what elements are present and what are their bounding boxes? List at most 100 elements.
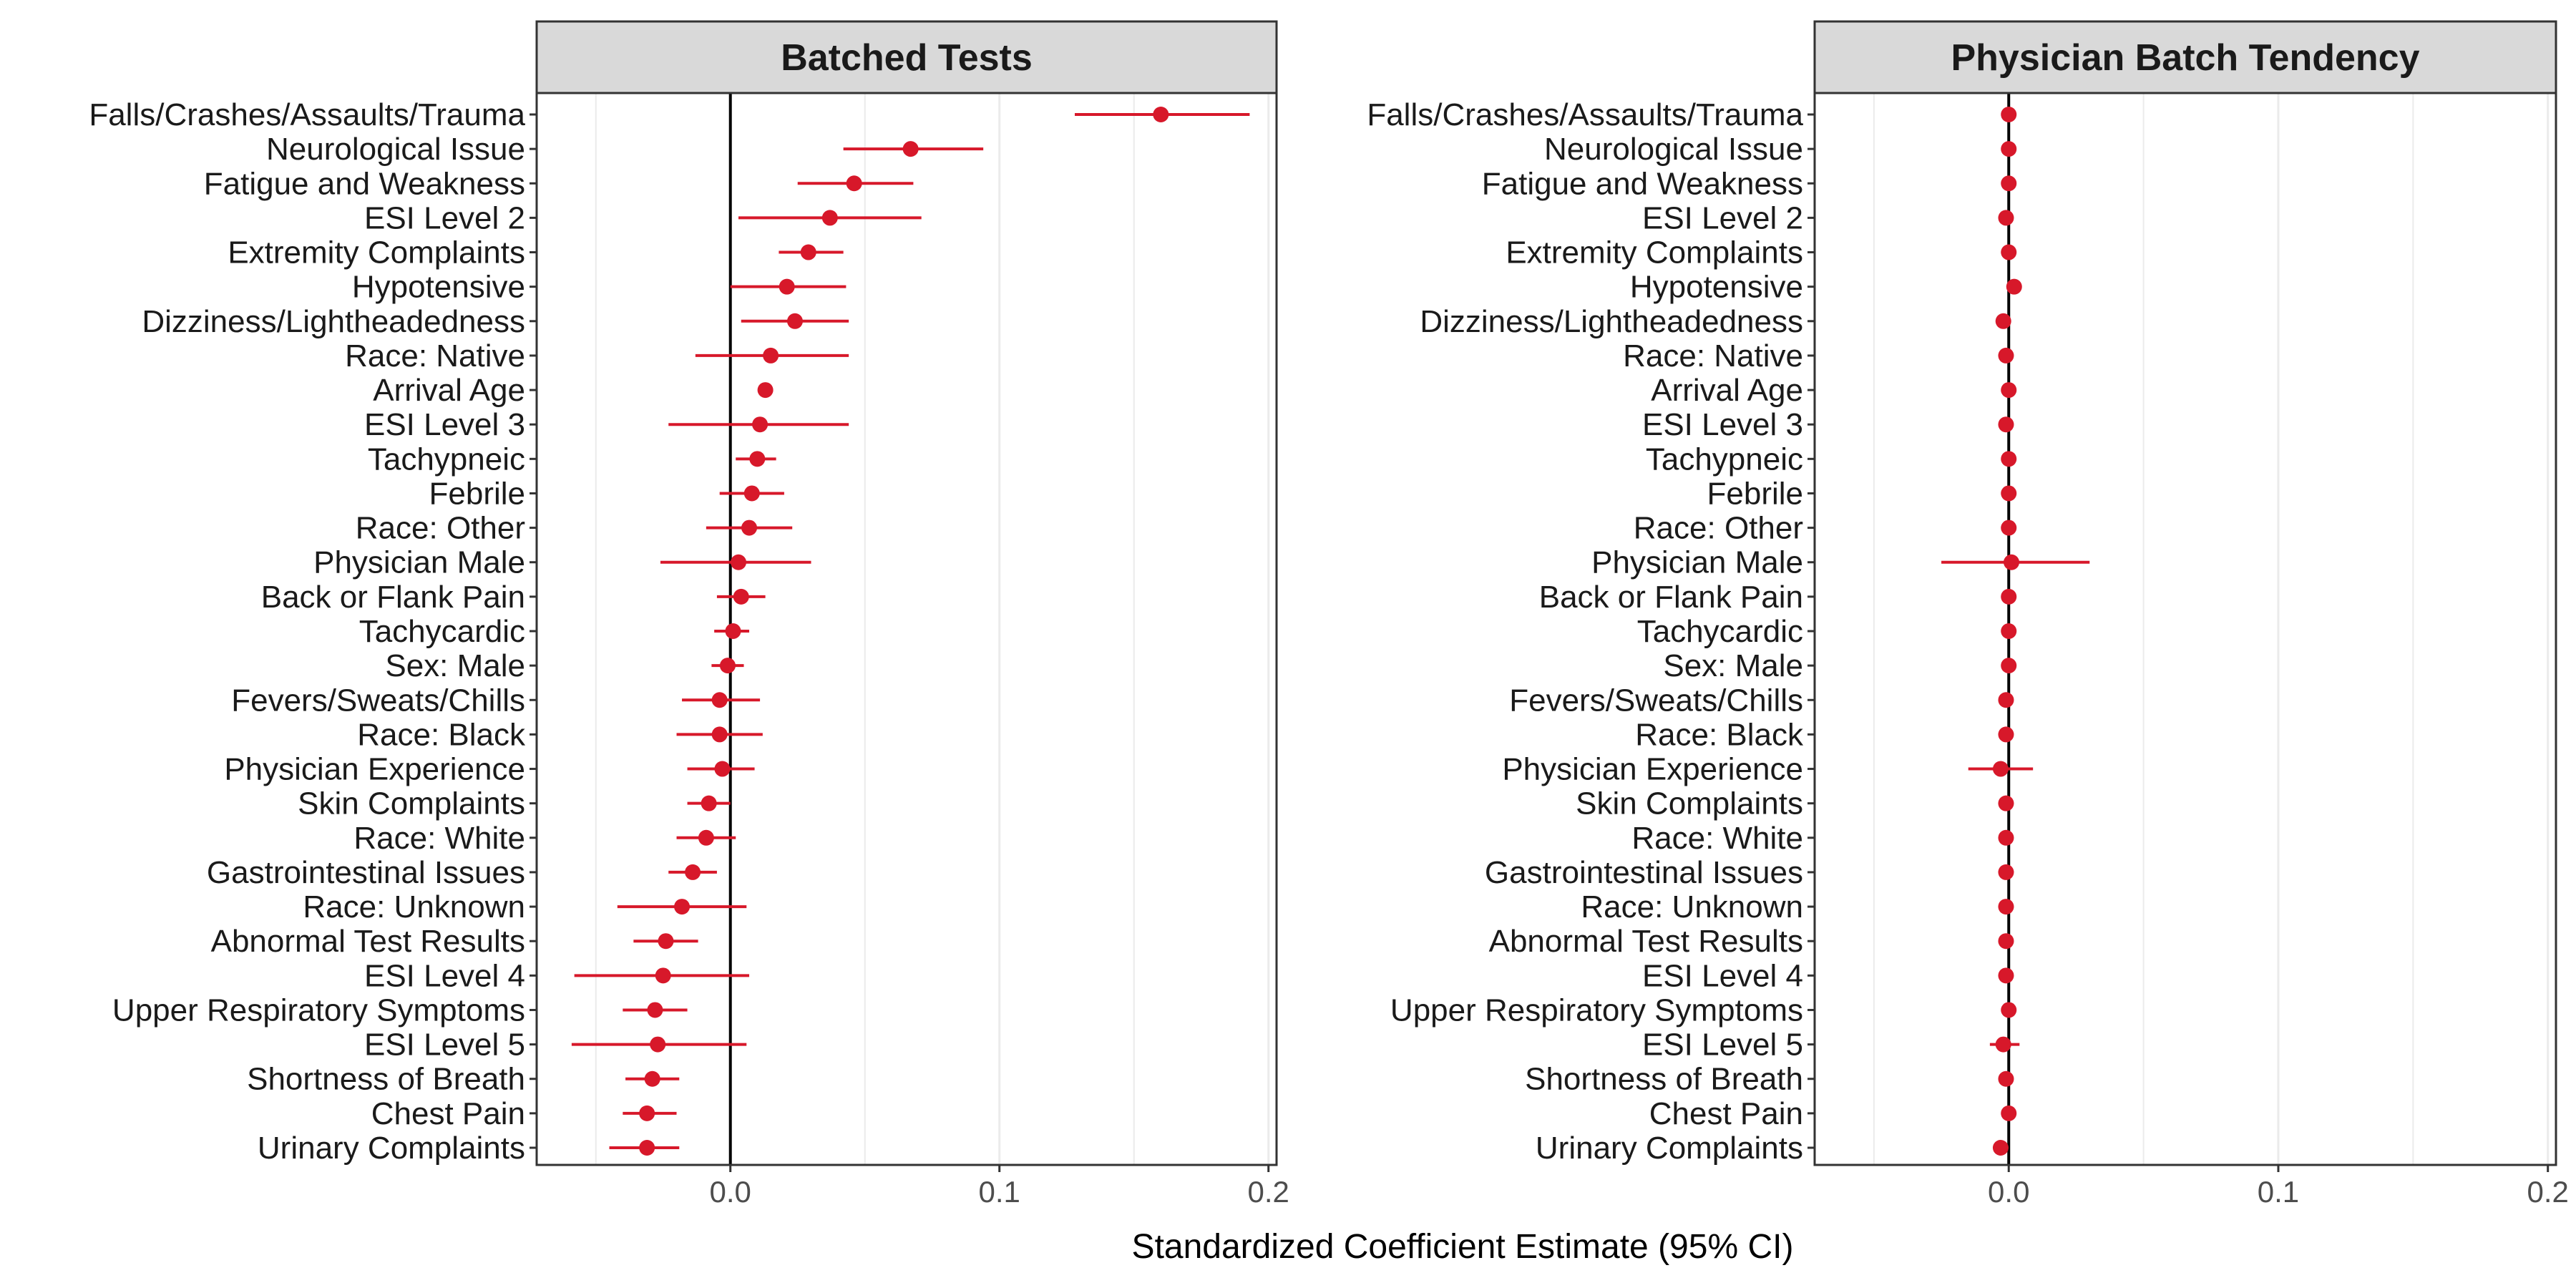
category-label: Fatigue and Weakness: [1482, 166, 1803, 201]
category-label: Tachypneic: [368, 441, 525, 477]
category-label: Urinary Complaints: [258, 1131, 525, 1166]
category-label: ESI Level 5: [364, 1028, 525, 1063]
panel-border: [1813, 92, 2557, 1166]
estimate-point: [779, 278, 795, 295]
category-label: Race: Other: [356, 511, 525, 546]
estimate-point: [685, 864, 701, 880]
category-label: Urinary Complaints: [1536, 1131, 1803, 1166]
category-label: Upper Respiratory Symptoms: [1390, 992, 1803, 1028]
estimate-point: [2001, 107, 2017, 122]
estimate-point: [731, 554, 746, 570]
category-label: Race: Native: [1623, 338, 1803, 374]
panel-border: [535, 92, 1278, 1166]
estimate-point: [650, 1036, 666, 1053]
category-label: ESI Level 2: [1642, 200, 1803, 235]
category-label: Extremity Complaints: [1506, 235, 1803, 270]
estimate-point: [2001, 382, 2017, 399]
estimate-point: [2001, 658, 2017, 674]
category-label: ESI Level 2: [364, 200, 525, 235]
estimate-point: [639, 1105, 655, 1121]
category-label: Extremity Complaints: [228, 235, 525, 270]
category-label: Race: White: [353, 821, 525, 856]
category-label: Arrival Age: [1651, 373, 1803, 408]
estimate-point: [786, 313, 803, 329]
category-label: Dizziness/Lightheadedness: [1420, 304, 1803, 339]
x-tick-label: 0.2: [1248, 1175, 1289, 1209]
category-label: Race: Black: [1635, 717, 1804, 752]
estimate-point: [1992, 1140, 2009, 1156]
category-label: Chest Pain: [1649, 1096, 1803, 1131]
panel-background: [1815, 93, 2556, 1165]
estimate-point: [2004, 554, 2020, 570]
estimate-point: [2001, 175, 2017, 192]
category-label: Race: Unknown: [303, 889, 525, 924]
category-label: Fevers/Sweats/Chills: [231, 683, 525, 718]
category-label: ESI Level 4: [1642, 958, 1803, 993]
category-label: Tachypneic: [1646, 441, 1803, 477]
x-tick-label: 0.1: [2258, 1175, 2299, 1209]
category-label: Upper Respiratory Symptoms: [112, 992, 525, 1028]
category-label: Shortness of Breath: [1525, 1062, 1803, 1097]
category-label: Hypotensive: [1630, 270, 1803, 305]
estimate-point: [2001, 485, 2017, 502]
estimate-point: [2001, 588, 2017, 605]
estimate-point: [2001, 141, 2017, 157]
panel-strip-header: [1813, 20, 2557, 94]
estimate-point: [711, 726, 728, 743]
estimate-point: [725, 623, 741, 639]
category-label: Race: Black: [357, 717, 526, 752]
estimate-point: [902, 141, 919, 157]
estimate-point: [1153, 107, 1169, 122]
category-label: Sex: Male: [1663, 648, 1803, 683]
estimate-point: [2001, 451, 2017, 467]
category-label: Arrival Age: [373, 373, 525, 408]
category-label: Physician Experience: [1502, 752, 1803, 787]
category-label: Shortness of Breath: [247, 1062, 525, 1097]
category-label: Skin Complaints: [298, 786, 525, 821]
estimate-point: [821, 210, 838, 226]
category-label: Febrile: [429, 476, 526, 511]
category-label: Fatigue and Weakness: [204, 166, 525, 201]
category-label: Falls/Crashes/Assaults/Trauma: [89, 97, 525, 132]
estimate-point: [757, 382, 774, 399]
category-label: Abnormal Test Results: [211, 924, 525, 959]
estimate-point: [698, 829, 714, 846]
category-label: Neurological Issue: [1544, 132, 1803, 167]
estimate-point: [1998, 692, 2014, 708]
x-axis-title: Standardized Coefficient Estimate (95% C…: [1132, 1228, 1794, 1266]
category-label: Physician Experience: [224, 752, 525, 787]
estimate-point: [1995, 313, 2011, 329]
category-label: Race: Native: [345, 338, 525, 374]
x-tick-label: 0.0: [1988, 1175, 2029, 1209]
estimate-point: [2001, 1105, 2017, 1121]
category-label: Physician Male: [313, 545, 525, 580]
category-label: Dizziness/Lightheadedness: [142, 304, 525, 339]
category-label: ESI Level 4: [364, 958, 525, 993]
estimate-point: [800, 244, 816, 260]
category-label: Abnormal Test Results: [1489, 924, 1803, 959]
estimate-point: [2001, 244, 2017, 260]
estimate-point: [1998, 795, 2014, 811]
estimate-point: [741, 519, 758, 536]
panel-physician-batch-tendency: Physician Batch Tendency Falls/Crashes/As…: [1367, 20, 2569, 1209]
estimate-point: [1998, 933, 2014, 950]
estimate-point: [1998, 726, 2014, 743]
estimate-point: [1998, 1070, 2014, 1087]
estimate-point: [655, 967, 671, 984]
estimate-point: [2001, 1002, 2017, 1018]
panel-title: Physician Batch Tendency: [1951, 37, 2419, 79]
estimate-point: [674, 899, 691, 915]
estimate-point: [1998, 210, 2014, 226]
estimate-point: [1998, 347, 2014, 364]
panel-batched-tests: Batched Tests Falls/Crashes/Assaults/Trau…: [89, 20, 1289, 1209]
category-label: Tachycardic: [359, 614, 525, 649]
estimate-point: [1998, 829, 2014, 846]
category-label: Gastrointestinal Issues: [1485, 855, 1803, 890]
estimate-point: [763, 347, 779, 364]
estimate-point: [714, 761, 731, 777]
category-label: Back or Flank Pain: [261, 580, 525, 615]
estimate-point: [1992, 761, 2009, 777]
x-tick-label: 0.0: [710, 1175, 751, 1209]
estimate-point: [846, 175, 862, 192]
